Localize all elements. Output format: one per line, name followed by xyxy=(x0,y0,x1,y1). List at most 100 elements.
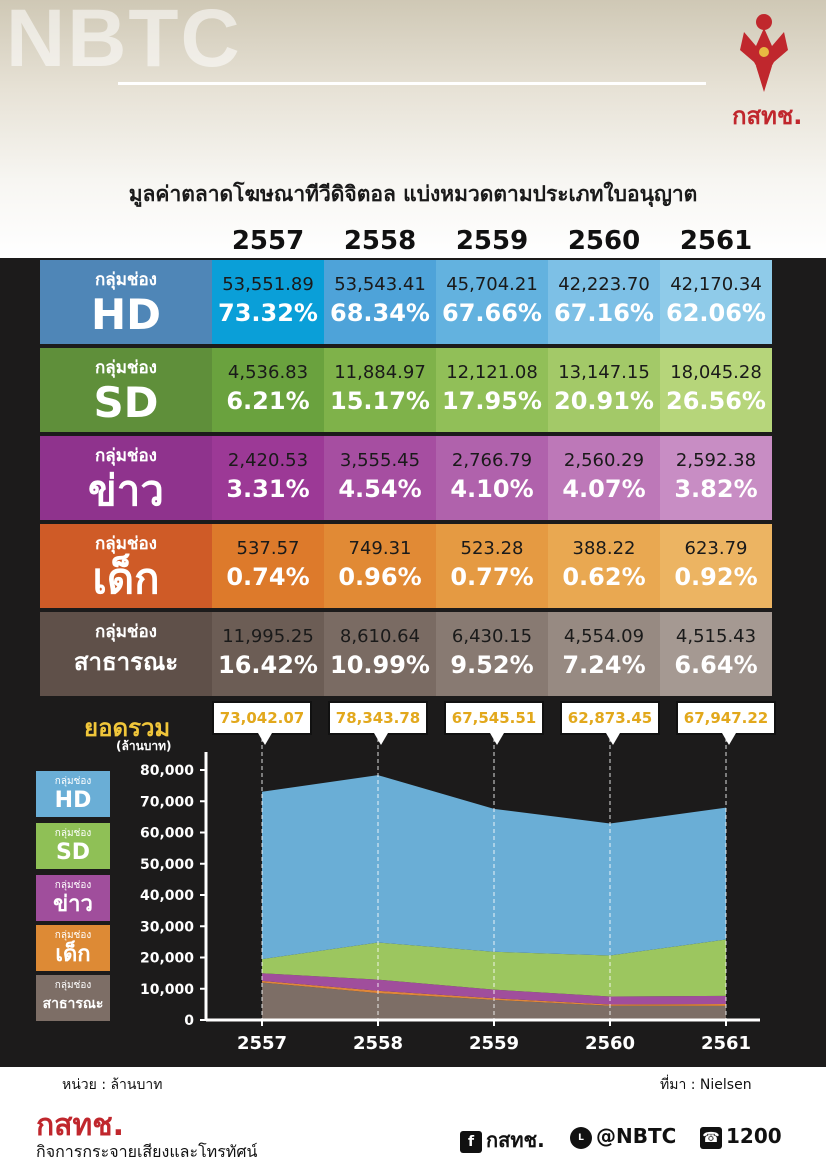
cell-percent: 20.91% xyxy=(554,387,654,415)
cell-percent: 9.52% xyxy=(450,651,534,679)
cell-percent: 67.16% xyxy=(554,299,654,327)
x-tick-label: 2561 xyxy=(701,1033,751,1054)
cell-percent: 0.62% xyxy=(562,563,646,591)
table-cell: 2,766.79 4.10% xyxy=(436,436,548,520)
cell-percent: 62.06% xyxy=(666,299,766,327)
cell-value: 2,560.29 xyxy=(563,450,645,471)
row-label: กลุ่มช่อง เด็ก xyxy=(40,524,212,608)
table-cell: 4,554.09 7.24% xyxy=(548,612,660,696)
cell-percent: 6.21% xyxy=(226,387,310,415)
row-label-sub: กลุ่มช่อง xyxy=(95,270,157,290)
table-cell: 537.57 0.74% xyxy=(212,524,324,608)
table-cell: 8,610.64 10.99% xyxy=(324,612,436,696)
cell-percent: 68.34% xyxy=(330,299,430,327)
row-label-main: เด็ก xyxy=(92,554,160,603)
cell-value: 12,121.08 xyxy=(446,362,538,383)
y-tick-label: 10,000 xyxy=(140,982,194,998)
table-cell: 4,536.83 6.21% xyxy=(212,348,324,432)
total-value: 62,873.45 xyxy=(567,709,653,727)
row-label-sub: กลุ่มช่อง xyxy=(95,622,157,642)
cell-percent: 17.95% xyxy=(442,387,542,415)
cell-value: 2,592.38 xyxy=(675,450,757,471)
facebook-icon: f xyxy=(460,1130,482,1153)
cell-percent: 73.32% xyxy=(218,299,318,327)
cell-value: 18,045.28 xyxy=(670,362,762,383)
row-label-main: สาธารณะ xyxy=(73,648,179,676)
cell-value: 53,543.41 xyxy=(334,274,426,295)
cell-percent: 67.66% xyxy=(442,299,542,327)
table-cell: 42,170.34 62.06% xyxy=(660,260,772,344)
cell-percent: 4.07% xyxy=(562,475,646,503)
year-header: 2557 xyxy=(231,226,305,256)
cell-percent: 16.42% xyxy=(218,651,318,679)
cell-percent: 26.56% xyxy=(666,387,766,415)
legend-item: กลุ่มช่อง เด็ก xyxy=(36,925,110,971)
table-cell: 45,704.21 67.66% xyxy=(436,260,548,344)
x-tick-label: 2559 xyxy=(469,1033,519,1054)
table-cell: 623.79 0.92% xyxy=(660,524,772,608)
facebook-link[interactable]: f กสทช. xyxy=(460,1124,545,1156)
facebook-label: กสทช. xyxy=(486,1128,545,1152)
year-header: 2559 xyxy=(455,226,529,256)
legend-main: สาธารณะ xyxy=(42,996,104,1012)
cell-percent: 0.74% xyxy=(226,563,310,591)
total-value: 67,545.51 xyxy=(451,709,537,727)
table-cell: 42,223.70 67.16% xyxy=(548,260,660,344)
legend-main: ข่าว xyxy=(53,892,93,917)
y-tick-label: 80,000 xyxy=(140,763,194,779)
y-tick-label: 0 xyxy=(184,1013,194,1029)
cell-value: 3,555.45 xyxy=(339,450,421,471)
cell-value: 537.57 xyxy=(236,538,300,559)
legend-main: SD xyxy=(55,840,91,865)
table-cell: 2,560.29 4.07% xyxy=(548,436,660,520)
unit-note: หน่วย : ล้านบาท xyxy=(62,1077,163,1093)
legend-main: HD xyxy=(54,788,92,813)
row-label-sub: กลุ่มช่อง xyxy=(95,446,157,466)
total-label: ยอดรวม xyxy=(84,714,171,742)
nbtc-logo-text: กสทช. xyxy=(732,102,803,130)
row-label: กลุ่มช่องสาธารณะ xyxy=(40,612,212,696)
line-link[interactable]: L @NBTC xyxy=(570,1124,676,1149)
table-cell: 13,147.15 20.91% xyxy=(548,348,660,432)
table-cell: 2,592.38 3.82% xyxy=(660,436,772,520)
cell-percent: 0.92% xyxy=(674,563,758,591)
cell-value: 42,170.34 xyxy=(670,274,762,295)
row-label-main: SD xyxy=(93,378,159,427)
total-value-box: 73,042.07 xyxy=(212,701,312,745)
row-label-sub: กลุ่มช่อง xyxy=(95,534,157,554)
row-label: กลุ่มช่อง ข่าว xyxy=(40,436,212,520)
area-series xyxy=(262,973,726,1005)
table-cell: 4,515.43 6.64% xyxy=(660,612,772,696)
y-tick-label: 30,000 xyxy=(140,919,194,935)
cell-value: 623.79 xyxy=(684,538,748,559)
cell-value: 2,420.53 xyxy=(227,450,309,471)
page-title: มูลค่าตลาดโฆษณาทีวีดิจิตอล แบ่งหมวดตามปร… xyxy=(128,182,698,206)
cell-value: 388.22 xyxy=(572,538,636,559)
legend-item: กลุ่มช่อง HD xyxy=(36,771,110,817)
cell-value: 45,704.21 xyxy=(446,274,538,295)
header-rule xyxy=(118,82,706,85)
x-tick-label: 2557 xyxy=(237,1033,287,1054)
table-cell: 11,884.97 15.17% xyxy=(324,348,436,432)
table-cell: 53,551.89 73.32% xyxy=(212,260,324,344)
total-unit: (ล้านบาท) xyxy=(116,739,172,753)
line-icon: L xyxy=(570,1126,592,1149)
garuda-emblem-icon xyxy=(740,14,788,92)
legend-sub: กลุ่มช่อง xyxy=(54,880,92,891)
cell-value: 749.31 xyxy=(348,538,412,559)
cell-value: 11,995.25 xyxy=(222,626,314,647)
phone-icon: ☎ xyxy=(700,1126,722,1149)
y-tick-label: 60,000 xyxy=(140,826,194,842)
cell-percent: 0.96% xyxy=(338,563,422,591)
phone-link[interactable]: ☎ 1200 xyxy=(700,1124,782,1149)
cell-value: 53,551.89 xyxy=(222,274,314,295)
cell-value: 2,766.79 xyxy=(451,450,533,471)
y-tick-label: 50,000 xyxy=(140,857,194,873)
row-label-sub: กลุ่มช่อง xyxy=(95,358,157,378)
cell-value: 11,884.97 xyxy=(334,362,426,383)
table-cell: 12,121.08 17.95% xyxy=(436,348,548,432)
footer xyxy=(0,1067,826,1169)
total-value: 78,343.78 xyxy=(335,709,421,727)
cell-percent: 7.24% xyxy=(562,651,646,679)
cell-value: 523.28 xyxy=(460,538,524,559)
